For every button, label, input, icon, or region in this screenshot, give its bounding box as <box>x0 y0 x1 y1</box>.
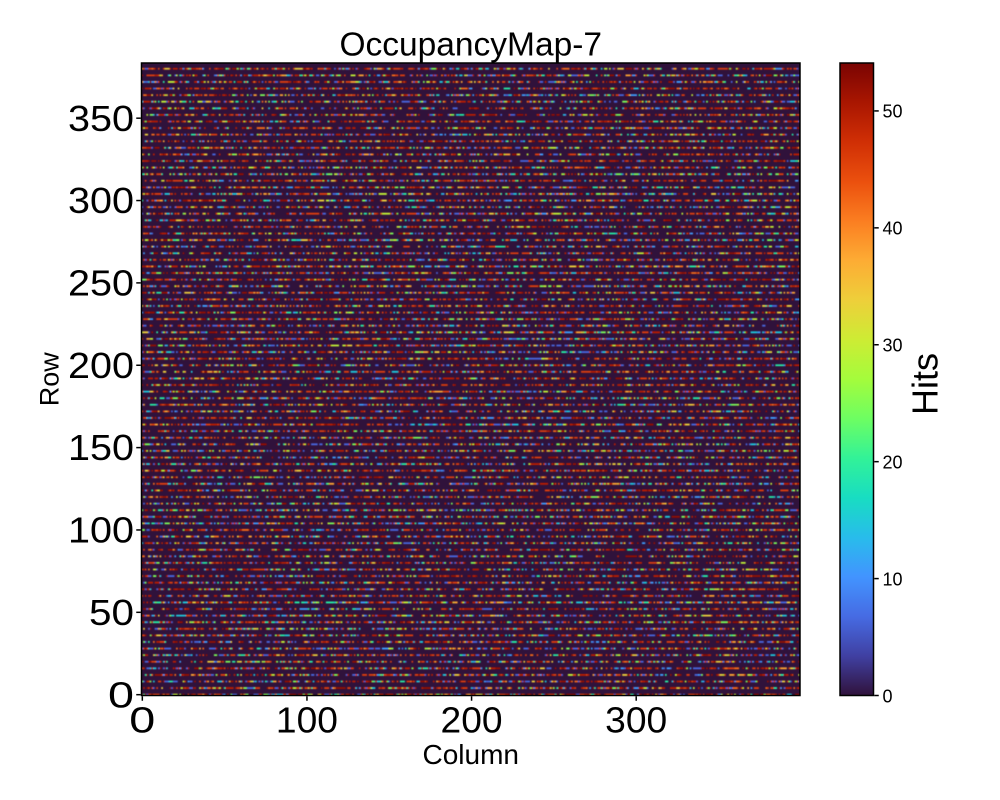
svg-text:150: 150 <box>68 427 134 468</box>
svg-text:0: 0 <box>883 686 893 706</box>
svg-text:50: 50 <box>883 102 903 122</box>
svg-text:40: 40 <box>883 219 903 239</box>
svg-text:Row: Row <box>35 352 65 407</box>
svg-text:0: 0 <box>129 699 155 740</box>
svg-text:10: 10 <box>883 569 903 589</box>
svg-text:20: 20 <box>883 452 903 472</box>
svg-text:Column: Column <box>423 739 519 770</box>
svg-text:250: 250 <box>68 262 134 303</box>
svg-text:200: 200 <box>441 699 503 740</box>
svg-text:100: 100 <box>276 699 338 740</box>
svg-text:300: 300 <box>68 180 134 221</box>
svg-text:300: 300 <box>605 699 667 740</box>
svg-text:100: 100 <box>68 510 134 551</box>
svg-text:Hits: Hits <box>905 353 946 415</box>
svg-text:0: 0 <box>108 674 134 715</box>
svg-text:30: 30 <box>883 336 903 356</box>
svg-text:200: 200 <box>68 345 134 386</box>
svg-text:OccupancyMap-7: OccupancyMap-7 <box>339 27 602 64</box>
svg-text:50: 50 <box>89 592 134 633</box>
svg-text:350: 350 <box>68 98 134 139</box>
